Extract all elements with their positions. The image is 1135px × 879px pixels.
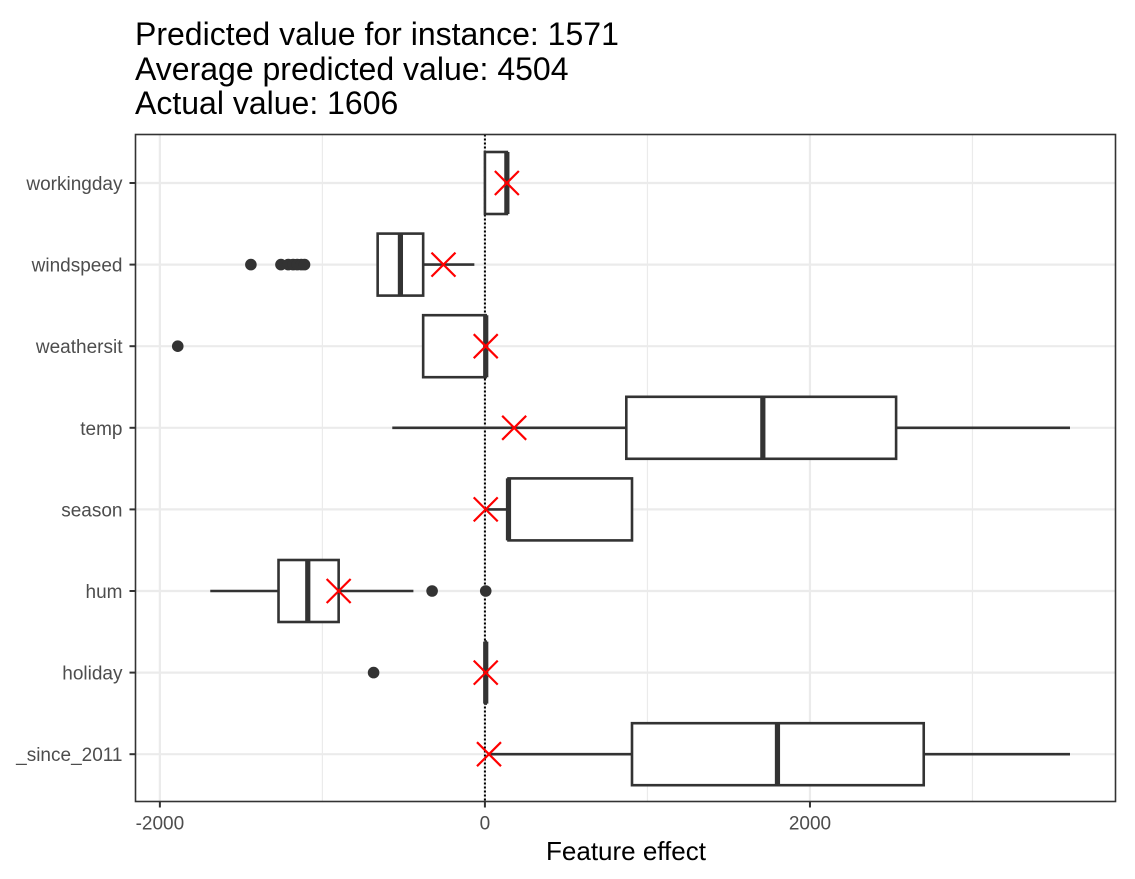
outlier-point	[479, 585, 492, 597]
y-tick-label: season	[61, 500, 122, 521]
x-tick-label: 2000	[789, 814, 831, 835]
instance-marker-holiday	[472, 659, 499, 686]
instance-marker-temp	[501, 415, 527, 441]
iqr-box	[421, 313, 488, 379]
y-tick-label: _since_2011	[15, 745, 122, 766]
iqr-box	[507, 477, 634, 542]
y-tick-label: weathersit	[35, 337, 123, 358]
instance-marker-windspeed	[430, 251, 457, 278]
y-tick-label: holiday	[62, 664, 123, 685]
title-line-average: Average predicted value: 4504	[135, 51, 569, 87]
outlier-point	[426, 585, 438, 597]
y-tick-label: workingday	[25, 174, 123, 195]
iqr-box	[483, 150, 509, 216]
instance-marker-workingday	[494, 170, 520, 196]
box-workingday	[483, 150, 510, 216]
y-tick-label: hum	[86, 582, 123, 603]
box-season	[484, 477, 634, 542]
title-line-actual: Actual value: 1606	[135, 85, 398, 121]
x-tick-label: -2000	[136, 814, 185, 835]
plot-panel-border	[134, 133, 1117, 803]
box-since-2011	[488, 721, 1070, 787]
y-tick-label: temp	[80, 419, 122, 440]
outlier-point	[367, 666, 380, 679]
chart-title: Predicted value for instance: 1571 Avera…	[135, 16, 619, 121]
instance-marker-hum	[325, 578, 352, 604]
box-temp	[392, 395, 1070, 461]
y-tick-label: windspeed	[31, 256, 123, 277]
instance-markers	[325, 170, 527, 767]
x-tick-label: 0	[480, 814, 491, 835]
plot-panel	[135, 134, 1116, 802]
outlier-point	[171, 340, 184, 353]
x-axis-title: Feature effect	[546, 836, 707, 866]
instance-marker-season	[472, 496, 499, 523]
y-axis: workingday windspeed weathersit temp season h…	[15, 174, 136, 766]
box-hum	[210, 558, 492, 624]
outlier-point	[245, 258, 257, 271]
x-axis: -2000 0 2000	[136, 801, 831, 835]
instance-marker-weathersit	[472, 333, 499, 359]
title-line-predicted: Predicted value for instance: 1571	[135, 16, 619, 52]
instance-marker-since-2011	[476, 741, 502, 767]
boxes	[171, 150, 1070, 787]
outlier-point	[298, 258, 311, 271]
box-windspeed	[245, 232, 475, 297]
